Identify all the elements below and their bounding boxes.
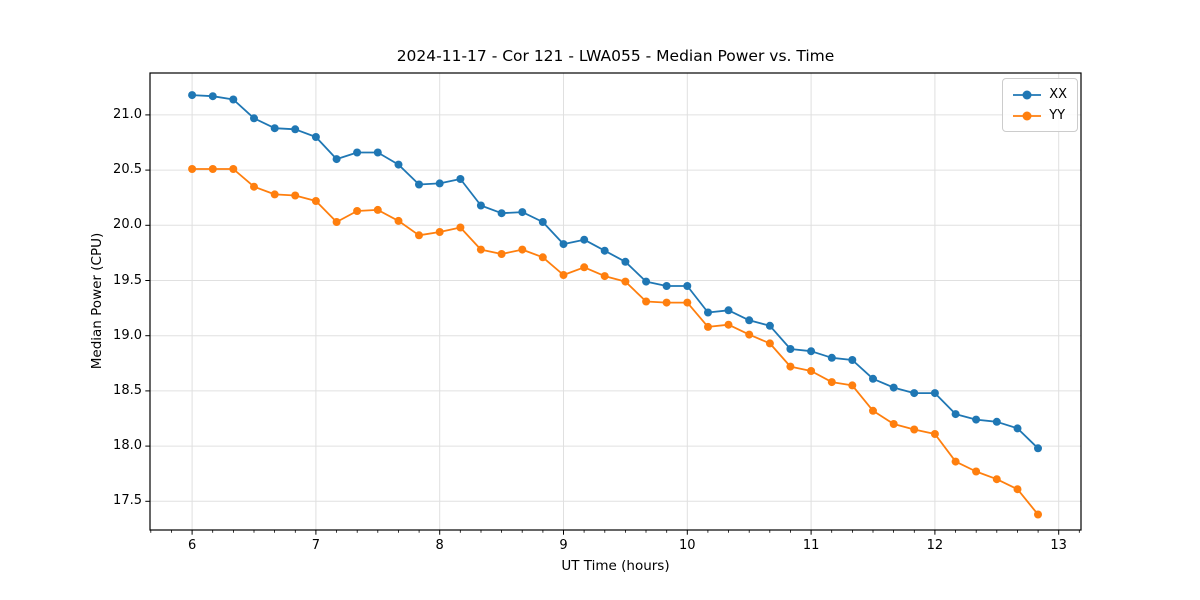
y-tick-label: 19.0 bbox=[113, 327, 142, 343]
y-tick-label: 20.0 bbox=[113, 217, 142, 233]
y-tick-label: 18.0 bbox=[113, 438, 142, 454]
legend-item-xx: XX bbox=[1012, 84, 1067, 105]
y-tick-label: 20.5 bbox=[113, 162, 142, 178]
x-tick-label: 7 bbox=[311, 538, 321, 553]
legend-item-yy: YY bbox=[1012, 105, 1067, 126]
x-axis-label: UT Time (hours) bbox=[561, 558, 670, 574]
y-tick-label: 19.5 bbox=[113, 272, 142, 288]
x-tick-label: 11 bbox=[802, 538, 820, 553]
legend-label-yy: YY bbox=[1049, 108, 1066, 123]
x-tick-label: 12 bbox=[926, 538, 944, 553]
x-tick-label: 9 bbox=[559, 538, 568, 553]
y-tick-label: 18.5 bbox=[113, 382, 142, 398]
x-tick-label: 8 bbox=[435, 538, 444, 553]
y-tick-label: 21.0 bbox=[113, 106, 142, 122]
legend: XX YY bbox=[1002, 78, 1078, 132]
x-tick-label: 6 bbox=[187, 538, 197, 553]
legend-label-xx: XX bbox=[1049, 87, 1067, 102]
legend-line-marker-yy-icon bbox=[1013, 111, 1042, 120]
legend-line-marker-xx-icon bbox=[1013, 90, 1042, 99]
chart-title: 2024-11-17 - Cor 121 - LWA055 - Median P… bbox=[396, 47, 835, 65]
x-tick-label: 13 bbox=[1050, 538, 1067, 553]
y-tick-label: 17.5 bbox=[113, 493, 142, 509]
x-tick-label: 10 bbox=[679, 538, 696, 553]
